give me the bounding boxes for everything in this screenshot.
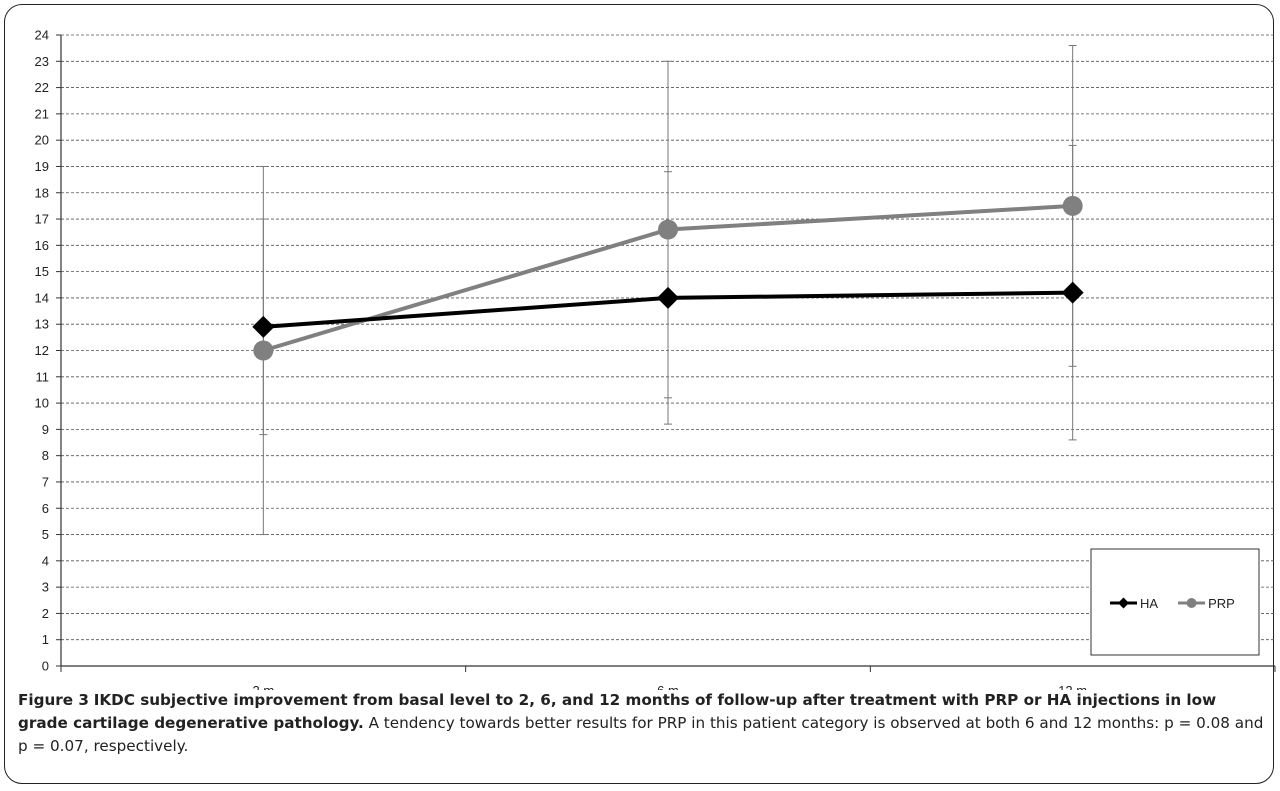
y-tick-label: 11 xyxy=(36,369,50,384)
y-tick-label: 5 xyxy=(42,527,49,542)
legend-marker-ha xyxy=(1118,597,1129,609)
y-tick-label: 17 xyxy=(35,212,49,227)
x-tick-label: 6 m xyxy=(657,683,679,690)
y-tick-label: 13 xyxy=(35,317,49,332)
legend-label-prp: PRP xyxy=(1208,596,1235,611)
y-tick-label: 24 xyxy=(35,28,49,43)
data-point-ha xyxy=(252,315,275,338)
y-tick-label: 14 xyxy=(35,290,49,305)
y-tick-label: 9 xyxy=(42,422,49,437)
y-tick-label: 8 xyxy=(42,448,49,463)
y-tick-label: 7 xyxy=(42,474,49,489)
legend: HA PRP xyxy=(1090,548,1260,656)
x-tick-label: 2 m xyxy=(252,683,274,690)
y-tick-label: 2 xyxy=(42,606,49,621)
y-tick-label: 4 xyxy=(42,553,49,568)
y-tick-label: 16 xyxy=(35,238,49,253)
y-tick-label: 0 xyxy=(42,659,49,674)
data-point-prp xyxy=(1062,195,1083,216)
data-point-prp xyxy=(253,340,274,361)
y-tick-label: 22 xyxy=(35,80,49,95)
legend-label-ha: HA xyxy=(1140,596,1158,611)
caption-title: IKDC subjective improvement from basal l… xyxy=(18,691,1217,732)
figure-caption: Figure 3 IKDC subjective improvement fro… xyxy=(18,689,1270,758)
line-chart: 0123456789101112131415161718192021222324… xyxy=(35,28,1276,690)
y-tick-label: 1 xyxy=(42,632,49,647)
legend-marker-prp xyxy=(1186,598,1197,608)
y-tick-label: 12 xyxy=(35,343,49,358)
data-point-ha xyxy=(657,286,679,309)
data-point-prp xyxy=(658,219,678,240)
y-tick-label: 18 xyxy=(35,185,49,200)
data-point-ha xyxy=(1061,281,1084,304)
y-tick-label: 19 xyxy=(35,159,49,174)
x-tick-label: 12 m xyxy=(1058,683,1087,690)
caption-label: Figure 3 xyxy=(18,691,89,709)
y-tick-label: 3 xyxy=(42,580,49,595)
y-tick-label: 10 xyxy=(35,396,49,411)
y-tick-label: 20 xyxy=(35,133,49,148)
y-tick-label: 6 xyxy=(42,501,49,516)
figure-frame xyxy=(4,4,1274,784)
y-tick-label: 21 xyxy=(35,106,49,121)
y-tick-label: 15 xyxy=(35,264,49,279)
y-tick-label: 23 xyxy=(35,54,49,69)
caption-text: A tendency towards better results for PR… xyxy=(18,714,1264,755)
